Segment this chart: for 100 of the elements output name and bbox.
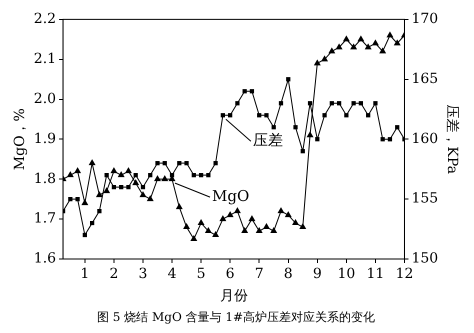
- point: [241, 227, 248, 234]
- point: [228, 113, 232, 118]
- point: [88, 159, 96, 166]
- point: [140, 191, 146, 198]
- point: [198, 173, 204, 178]
- x-tick-label: 6: [226, 266, 235, 282]
- x-tick-label: 5: [196, 266, 206, 282]
- y-tick-label: 2.1: [34, 50, 56, 67]
- x-tick-label: 9: [312, 266, 322, 282]
- point: [366, 113, 370, 118]
- y2-tick-label: 155: [411, 190, 438, 207]
- point: [380, 137, 385, 142]
- x-tick-label: 7: [254, 266, 264, 282]
- y2-tick-label: 160: [411, 130, 438, 147]
- point: [270, 227, 278, 234]
- point: [103, 187, 110, 194]
- text: 图 5 烧结 MgO 含量与 1#高炉压差对应关系的变化: [96, 310, 376, 324]
- point: [184, 161, 189, 166]
- y-tick-label: 1.6: [34, 250, 56, 267]
- point: [358, 101, 364, 106]
- point: [74, 167, 82, 174]
- point: [155, 161, 160, 166]
- point: [66, 171, 74, 178]
- point: [350, 43, 358, 50]
- point: [206, 173, 210, 178]
- y2-tick-label: 170: [411, 11, 438, 28]
- point: [226, 211, 234, 218]
- point: [336, 43, 343, 50]
- point: [219, 215, 226, 222]
- point: [308, 101, 312, 106]
- point: [379, 47, 386, 54]
- point: [204, 227, 212, 234]
- x-axis-title: 月份: [220, 288, 248, 304]
- point: [344, 113, 348, 118]
- point: [357, 35, 364, 42]
- x-tick-label: 10: [337, 266, 356, 282]
- point: [82, 232, 87, 238]
- point: [395, 125, 400, 130]
- point: [220, 113, 225, 118]
- point: [306, 131, 314, 138]
- point: [190, 235, 198, 242]
- point: [104, 173, 109, 178]
- point: [96, 191, 103, 198]
- y-tick-label: 2.0: [34, 90, 56, 107]
- point: [119, 185, 124, 190]
- point: [183, 223, 190, 230]
- point: [262, 223, 270, 230]
- point: [386, 31, 394, 38]
- point: [132, 179, 140, 186]
- point: [161, 175, 168, 182]
- y-tick-label: 1.7: [34, 210, 56, 227]
- point: [364, 43, 372, 50]
- point: [315, 137, 320, 142]
- x-tick-label: 4: [168, 266, 177, 282]
- point: [146, 195, 154, 202]
- point: [110, 167, 118, 174]
- y-tick-label: 1.9: [34, 130, 56, 147]
- point: [286, 77, 290, 82]
- y-tick-label: 1.8: [34, 170, 56, 187]
- point: [328, 47, 336, 54]
- point: [192, 173, 196, 178]
- point: [322, 113, 327, 118]
- point: [162, 161, 167, 166]
- point: [321, 55, 328, 62]
- y2-tick-label: 150: [411, 250, 438, 267]
- point: [352, 101, 356, 106]
- point: [134, 173, 138, 178]
- x-tick-label: 12: [396, 266, 414, 282]
- point: [272, 125, 276, 130]
- point: [248, 215, 256, 222]
- point: [256, 227, 263, 234]
- y-axis-title: MgO，%: [12, 108, 28, 170]
- point: [213, 161, 218, 166]
- point: [264, 113, 269, 118]
- point: [372, 39, 379, 46]
- point: [314, 59, 321, 66]
- point: [198, 219, 205, 226]
- point: [235, 101, 240, 106]
- point: [250, 89, 254, 94]
- legend-label: 压差: [252, 131, 283, 150]
- legend-label: MgO: [212, 187, 250, 206]
- point: [177, 161, 182, 166]
- x-tick-label: 1: [80, 266, 90, 282]
- point: [242, 89, 247, 94]
- point: [292, 219, 299, 226]
- point: [118, 171, 125, 178]
- point: [278, 207, 284, 214]
- point: [293, 125, 298, 130]
- x-tick-label: 3: [138, 266, 148, 282]
- x-tick-label: 2: [109, 266, 118, 282]
- point: [68, 196, 72, 202]
- point: [154, 175, 161, 182]
- point: [388, 137, 392, 142]
- point: [330, 101, 334, 106]
- point: [148, 173, 152, 178]
- point: [278, 101, 284, 106]
- point: [81, 199, 88, 206]
- y2-tick-label: 165: [411, 70, 438, 87]
- x-tick-label: 11: [366, 266, 384, 282]
- point: [394, 39, 401, 46]
